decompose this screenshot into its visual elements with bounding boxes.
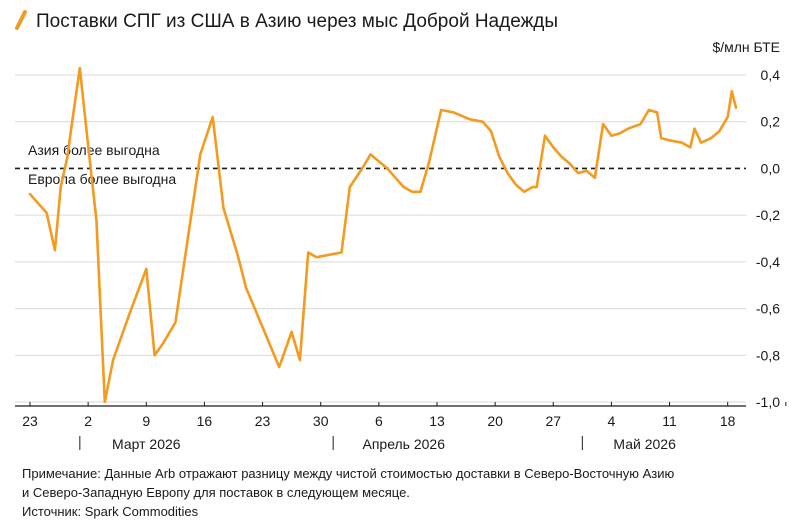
x-tick-label: 18: [720, 413, 736, 429]
y-tick-label: -0,4: [756, 254, 780, 270]
x-tick-label: 13: [429, 413, 445, 429]
footnote-line-2: и Северо-Западную Европу для поставок в …: [22, 485, 410, 500]
y-tick-label: -0,2: [756, 207, 780, 223]
chart-title: Поставки СПГ из США в Азию через мыс Доб…: [36, 11, 558, 32]
y-tick-label: -1,0: [756, 394, 780, 410]
source-note: Источник: Spark Commodities: [22, 504, 199, 519]
annotation-layer: Азия более выгодна Европа более выгодна: [28, 142, 176, 187]
annotation-europe: Европа более выгодна: [28, 171, 176, 187]
x-tick-label: 2: [84, 413, 92, 429]
y-tick-label: 0,4: [761, 67, 781, 83]
x-tick-label: 9: [142, 413, 150, 429]
x-tick-label: 4: [608, 413, 616, 429]
x-tick-label: 30: [313, 413, 329, 429]
x-tick-layer: 23 2 9 16 23 30 6 13 20 27 4 11 18: [22, 402, 787, 429]
month-label: Апрель 2026: [362, 436, 445, 452]
month-label: Март 2026: [112, 436, 181, 452]
x-tick-label: 23: [255, 413, 271, 429]
footnote-line-1: Примечание: Данные Arb отражают разницу …: [22, 466, 674, 481]
y-tick-label: 0,2: [761, 114, 781, 130]
x-tick-label: 27: [545, 413, 561, 429]
grid-layer: [15, 74, 746, 403]
month-label-layer: Март 2026 Апрель 2026 Май 2026: [79, 436, 676, 452]
annotation-asia: Азия более выгодна: [28, 142, 160, 158]
y-tick-label: 0,0: [761, 160, 781, 176]
series-layer: [28, 66, 738, 404]
month-label: Май 2026: [613, 436, 676, 452]
series-line: [28, 66, 738, 404]
x-tick-label: 16: [197, 413, 213, 429]
x-tick-label: 20: [487, 413, 503, 429]
y-tick-layer: 0,4 0,2 0,0 -0,2 -0,4 -0,6 -0,8 -1,0: [756, 67, 780, 410]
x-tick-label: 23: [22, 413, 38, 429]
y-tick-label: -0,6: [756, 301, 780, 317]
x-tick-label: 11: [662, 413, 677, 429]
title-slash-icon: [15, 10, 27, 30]
y-tick-label: -0,8: [756, 347, 780, 363]
unit-label: $/млн БТЕ: [712, 39, 780, 55]
x-tick-label: 6: [375, 413, 383, 429]
